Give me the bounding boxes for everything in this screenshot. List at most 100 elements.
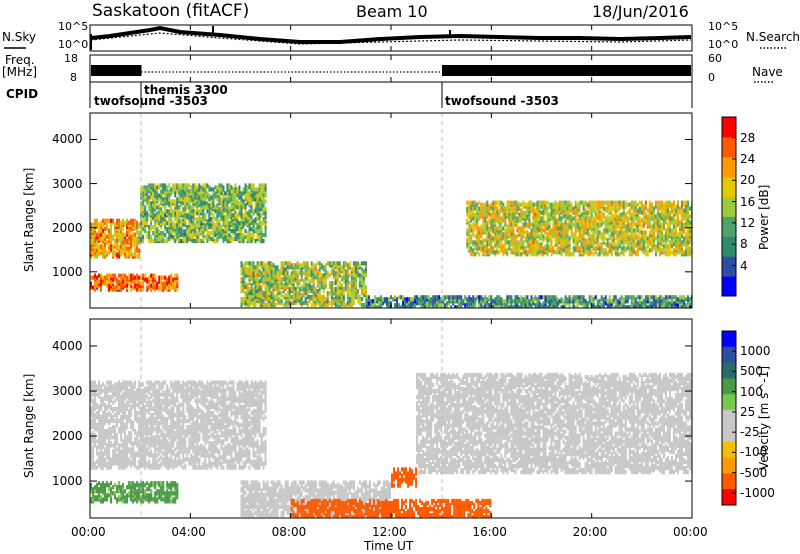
power-cell: [250, 233, 253, 238]
power-cell: [268, 273, 271, 278]
power-cell: [304, 291, 307, 296]
power-cell: [206, 219, 209, 224]
power-cell: [640, 242, 643, 247]
power-cell: [138, 230, 141, 235]
power-cell: [262, 183, 265, 188]
power-cell: [580, 212, 583, 217]
power-cell: [150, 183, 153, 188]
power-cell: [258, 261, 261, 266]
power-cell: [230, 193, 233, 198]
power-cell: [490, 242, 493, 247]
power-cell: [660, 305, 663, 308]
power-cell: [532, 224, 535, 229]
power-cell: [508, 226, 511, 231]
power-cell: [670, 303, 673, 308]
power-cell: [375, 305, 378, 308]
power-cell: [402, 295, 405, 300]
power-cell: [134, 232, 137, 237]
power-cell: [371, 299, 374, 304]
power-cell: [630, 246, 633, 251]
power-cell: [142, 221, 145, 226]
power-cell: [604, 216, 607, 221]
power-cell: [620, 212, 623, 217]
power-cell: [262, 271, 265, 276]
power-cell: [630, 236, 633, 241]
power-cell: [104, 281, 107, 286]
power-cell: [482, 305, 485, 308]
power-cell: [312, 287, 315, 292]
power-cell: [262, 291, 265, 296]
power-cell: [498, 200, 501, 205]
power-cell: [174, 217, 177, 222]
power-cell: [354, 275, 357, 280]
power-cell: [560, 216, 563, 221]
power-cell: [134, 279, 137, 284]
power-cell: [116, 277, 119, 282]
power-cell: [166, 185, 169, 190]
power-cell: [252, 261, 255, 266]
power-cell: [156, 227, 159, 232]
power-cell: [192, 225, 195, 230]
power-cell: [194, 217, 197, 222]
power-cell: [156, 205, 159, 210]
power-cell: [220, 183, 223, 188]
power-cell: [210, 201, 213, 206]
power-cell: [484, 210, 487, 215]
power-cell: [564, 232, 567, 237]
power-cell: [224, 207, 227, 212]
power-cell: [654, 228, 657, 233]
power-cell: [144, 229, 147, 234]
power-cell: [628, 252, 631, 257]
power-cell: [420, 295, 423, 300]
power-cell: [646, 214, 649, 219]
power-cell: [506, 248, 509, 253]
power-cell: [250, 275, 253, 280]
power-cell: [200, 238, 203, 244]
power-cell: [350, 296, 353, 302]
power-cell: [276, 300, 279, 306]
power-cell: [594, 230, 597, 235]
power-cell: [576, 236, 579, 241]
power-cell: [204, 205, 207, 210]
power-cell: [276, 271, 279, 276]
power-cell: [194, 238, 197, 244]
power-cell: [280, 281, 283, 286]
power-cell: [381, 301, 384, 306]
power-cell: [268, 261, 271, 266]
power-cell: [160, 281, 163, 286]
power-cell: [446, 301, 449, 306]
power-cell: [240, 238, 243, 244]
power-cell: [526, 214, 529, 219]
power-cell: [552, 299, 555, 304]
power-cell: [596, 238, 599, 243]
power-cell: [644, 218, 647, 223]
power-cell: [383, 297, 386, 302]
power-cell: [620, 230, 623, 235]
power-cell: [244, 189, 247, 194]
power-cell: [254, 294, 257, 300]
power-cell: [284, 300, 287, 306]
power-cell: [652, 206, 655, 211]
power-cell: [468, 220, 471, 225]
power-cell: [578, 200, 581, 205]
power-cell: [492, 228, 495, 233]
power-cell: [124, 273, 127, 278]
power-cell: [94, 281, 97, 286]
power-cell: [558, 214, 561, 219]
power-cell: [466, 297, 469, 302]
power-cell: [192, 209, 195, 214]
power-cell: [136, 224, 139, 229]
power-cell: [654, 214, 657, 219]
power-cell: [190, 233, 193, 238]
power-cell: [554, 236, 557, 241]
power-cell: [242, 213, 245, 218]
power-cell: [246, 193, 249, 198]
power-cell: [222, 205, 225, 210]
power-cell: [102, 234, 105, 239]
power-cell: [652, 214, 655, 219]
power-cell: [266, 269, 269, 274]
power-cell: [620, 222, 623, 227]
power-cell: [546, 200, 549, 205]
power-cell: [180, 223, 183, 228]
